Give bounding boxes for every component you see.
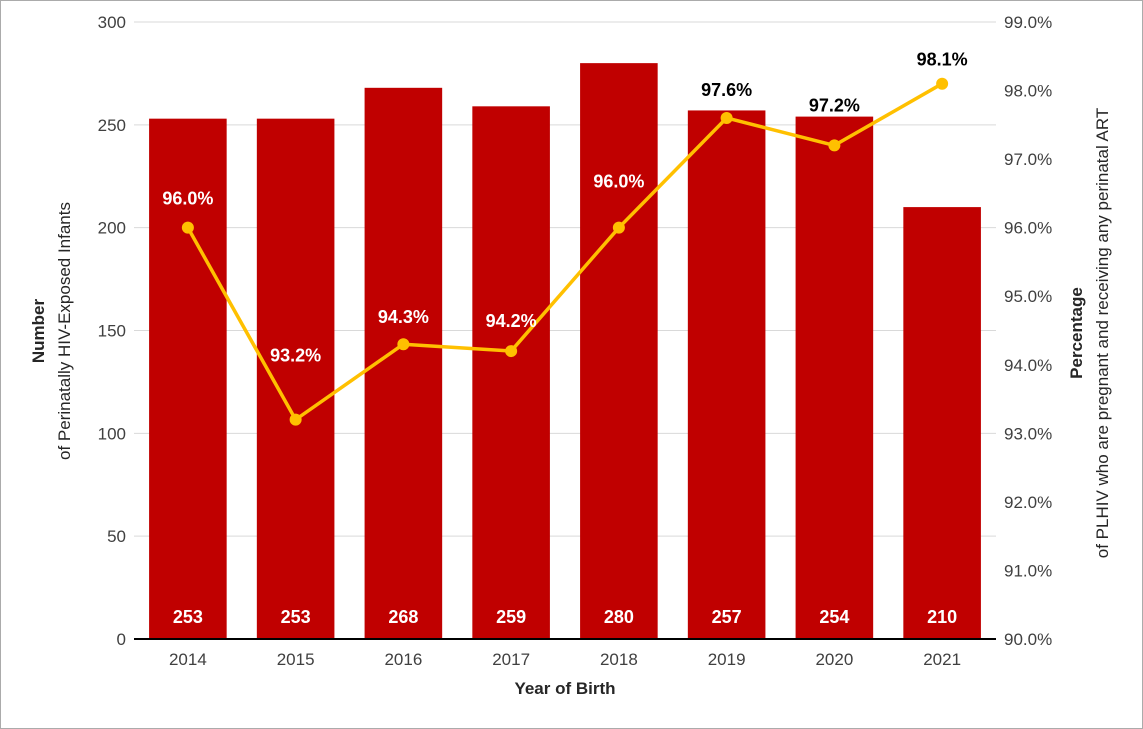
right-axis-tick-label: 93.0% [1004, 424, 1052, 443]
left-axis-tick-label: 250 [98, 116, 126, 135]
percentage-value-label: 94.2% [486, 311, 537, 331]
right-y-axis-title-rest: of PLHIV who are pregnant and receiving … [1093, 107, 1112, 559]
line-marker-2019 [720, 111, 733, 124]
bar-2019 [687, 110, 766, 640]
bar-value-label: 257 [712, 607, 742, 627]
x-axis-tick-label: 2014 [169, 650, 207, 669]
line-marker-2021 [936, 77, 949, 90]
bar-2021 [903, 207, 981, 639]
left-axis-tick-label: 200 [98, 219, 126, 238]
bar-value-label: 253 [281, 607, 311, 627]
line-marker-2020 [828, 139, 841, 152]
right-y-axis-title: Percentage of PLHIV who are pregnant and… [1064, 108, 1116, 558]
x-axis-tick-label: 2019 [708, 650, 746, 669]
line-marker-2015 [289, 413, 302, 426]
percentage-value-label: 94.3% [378, 307, 429, 327]
right-axis-tick-label: 94.0% [1004, 356, 1052, 375]
percentage-value-label: 96.0% [593, 172, 644, 192]
x-axis-tick-label: 2016 [384, 650, 422, 669]
percentage-value-label: 97.2% [809, 95, 860, 115]
percentage-value-label: 97.6% [701, 80, 752, 100]
right-axis-tick-label: 97.0% [1004, 150, 1052, 169]
percentage-value-label: 96.0% [162, 189, 213, 209]
left-y-axis-title: Number of Perinatally HIV-Exposed Infant… [26, 202, 78, 460]
right-axis-tick-label: 96.0% [1004, 219, 1052, 238]
right-axis-tick-label: 99.0% [1004, 13, 1052, 32]
right-axis-tick-label: 92.0% [1004, 493, 1052, 512]
left-axis-tick-label: 300 [98, 13, 126, 32]
x-axis-tick-label: 2018 [600, 650, 638, 669]
x-axis-tick-label: 2017 [492, 650, 530, 669]
left-axis-tick-label: 0 [117, 630, 126, 649]
bar-value-label: 253 [173, 607, 203, 627]
bar-value-label: 259 [496, 607, 526, 627]
left-axis-tick-label: 50 [107, 527, 126, 546]
right-axis-tick-label: 90.0% [1004, 630, 1052, 649]
bar-2015 [256, 118, 335, 639]
right-axis-tick-label: 91.0% [1004, 561, 1052, 580]
x-axis-tick-label: 2015 [277, 650, 315, 669]
x-axis-title: Year of Birth [514, 679, 616, 698]
left-y-axis-title-bold: Number [29, 298, 48, 364]
bar-2017 [472, 106, 550, 639]
x-axis-tick-label: 2020 [815, 650, 853, 669]
bar-2018 [580, 63, 658, 639]
percentage-line [186, 81, 944, 422]
right-y-axis-title-bold: Percentage [1067, 287, 1086, 379]
left-axis-tick-label: 150 [98, 322, 126, 341]
bar-value-label: 254 [819, 607, 849, 627]
x-axis-tick-label: 2021 [923, 650, 961, 669]
bar-2020 [795, 116, 874, 639]
line-marker-2016 [397, 338, 410, 351]
percentage-value-label: 93.2% [270, 346, 321, 366]
left-y-axis-title-rest: of Perinatally HIV-Exposed Infants [55, 202, 74, 460]
bar-value-label: 280 [604, 607, 634, 627]
bar-value-label: 268 [388, 607, 418, 627]
bar-2014 [149, 118, 227, 639]
line-marker-2014 [181, 221, 194, 234]
line-marker-2017 [505, 345, 518, 358]
percentage-value-label: 98.1% [917, 50, 968, 70]
right-axis-tick-label: 98.0% [1004, 82, 1052, 101]
left-axis-tick-label: 100 [98, 424, 126, 443]
line-marker-2018 [612, 221, 625, 234]
right-axis-tick-label: 95.0% [1004, 287, 1052, 306]
bar-value-label: 210 [927, 607, 957, 627]
